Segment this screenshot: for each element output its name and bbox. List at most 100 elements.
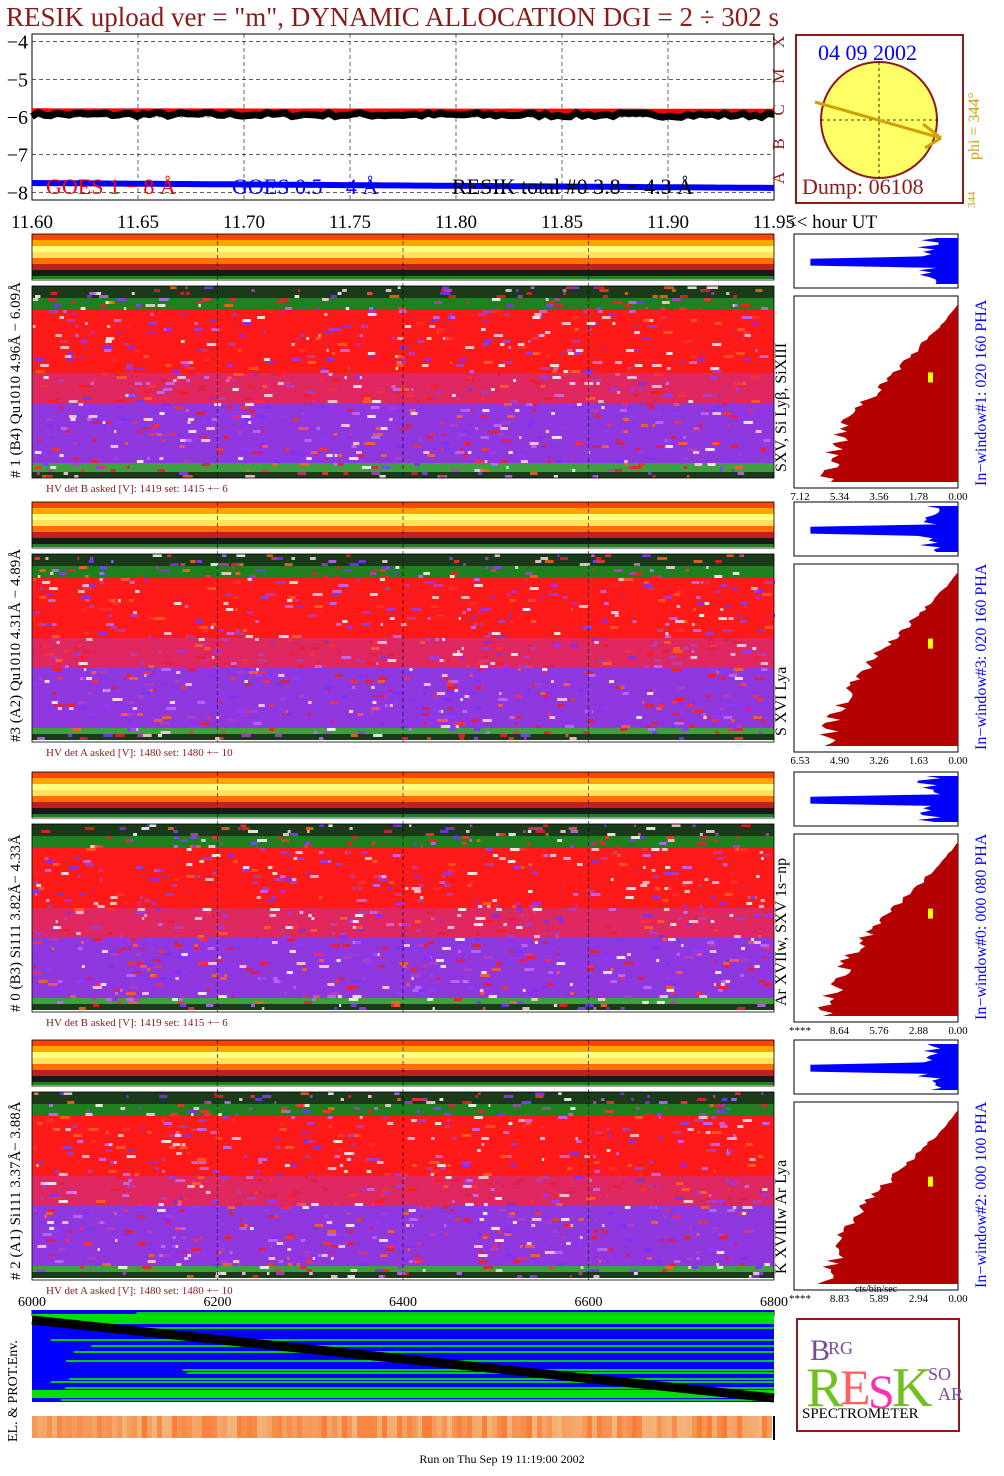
hist-xlabel: cts/bin/sec (855, 1284, 898, 1295)
spectrum-speckle (201, 644, 205, 647)
spectrum-speckle (224, 1101, 231, 1104)
spectrum-speckle (260, 962, 268, 965)
spectrum-speckle (190, 833, 199, 836)
spectrum-speckle (300, 463, 310, 466)
spectrum-speckle (333, 433, 338, 436)
spectrum-speckle (255, 569, 266, 572)
spectrum-speckle (373, 884, 380, 887)
spectrum-row (32, 811, 774, 814)
spectrum-speckle (351, 686, 356, 689)
env-strip-cell (247, 1416, 252, 1438)
spectrum-speckle (97, 1248, 100, 1251)
spectrum-speckle (212, 914, 215, 917)
spectrum-speckle (532, 908, 542, 911)
spectrum-speckle (221, 1272, 227, 1275)
spectrum-speckle (587, 725, 591, 728)
spectrum-speckle (122, 1194, 129, 1197)
spectrum-speckle (120, 418, 129, 421)
spectrum-speckle (688, 1158, 698, 1161)
spectrum-speckle (48, 983, 58, 986)
spectrum-speckle (285, 605, 294, 608)
spectrum-speckle (615, 439, 621, 442)
spectrum-speckle (305, 1176, 308, 1179)
spectrum-speckle (553, 367, 559, 370)
spectrum-speckle (213, 1170, 219, 1173)
spectrum-speckle (151, 902, 156, 905)
spectrum-speckle (542, 941, 548, 944)
spectrum-speckle (430, 385, 439, 388)
spectrum-speckle (478, 1254, 488, 1257)
spectrum-speckle (491, 463, 498, 466)
spectrum-speckle (205, 878, 214, 881)
spectrum-speckle (624, 463, 628, 466)
spectrum-speckle (569, 1275, 572, 1278)
env-strip-cell (202, 1416, 207, 1438)
spectrum-speckle (362, 959, 371, 962)
spectrum-speckle (742, 650, 752, 653)
spectrum-speckle (220, 977, 227, 980)
spectrum-speckle (366, 1170, 372, 1173)
spectrum-speckle (674, 629, 685, 632)
spectrum-speckle (573, 893, 579, 896)
spectrum-speckle (455, 451, 465, 454)
spectrum-speckle (542, 668, 548, 671)
spectrum-speckle (78, 403, 84, 406)
spectrum-speckle (405, 346, 414, 349)
spectrum-speckle (554, 298, 560, 301)
spectrum-speckle (293, 677, 302, 680)
spectrum-speckle (544, 1251, 555, 1254)
spectrum-speckle (253, 430, 261, 433)
spectrum-speckle (80, 656, 86, 659)
spectrum-speckle (175, 1131, 180, 1134)
spectrum-speckle (586, 671, 594, 674)
spectrum-speckle (185, 373, 194, 376)
env-strip-cell (282, 1416, 287, 1438)
spectrum-speckle (680, 587, 684, 590)
spectrum-speckle (225, 593, 232, 596)
spectrum-speckle (87, 385, 92, 388)
spectrum-speckle (55, 881, 59, 884)
spectrum-speckle (522, 989, 526, 992)
env-strip-cell (582, 1416, 587, 1438)
spectrum-speckle (53, 704, 58, 707)
spectrum-speckle (262, 1167, 267, 1170)
spectrum-speckle (307, 713, 311, 716)
spectrum-speckle (364, 442, 372, 445)
spectrum-speckle (474, 578, 480, 581)
spectrum-speckle (158, 650, 162, 653)
spectrum-speckle (233, 581, 241, 584)
spectrum-speckle (443, 1224, 447, 1227)
spectrum-speckle (506, 304, 514, 307)
spectrum-speckle (42, 1185, 47, 1188)
spectrum-speckle (279, 851, 288, 854)
spectrum-speckle (33, 1209, 37, 1212)
spectrum-speckle (353, 1155, 362, 1158)
spectrum-speckle (639, 836, 644, 839)
spectrum-speckle (592, 860, 599, 863)
spectrum-speckle (152, 554, 162, 557)
spectrum-speckle (365, 857, 372, 860)
spectrum-speckle (518, 665, 529, 668)
spectrum-speckle (357, 593, 367, 596)
spectrum-speckle (322, 472, 328, 475)
spectrum-speckle (527, 689, 531, 692)
spectrum-row (32, 908, 774, 911)
spectrum-speckle (36, 1167, 43, 1170)
spectrum-speckle (560, 830, 566, 833)
spectrum-speckle (88, 1128, 99, 1131)
spectrum-speckle (763, 914, 773, 917)
spectrum-speckle (337, 463, 344, 466)
spectrum-speckle (537, 1176, 542, 1179)
spectrum-speckle (146, 1113, 155, 1116)
spectrum-speckle (448, 1215, 453, 1218)
spectrum-speckle (449, 575, 455, 578)
spectrum-speckle (724, 1233, 728, 1236)
spectrum-speckle (369, 307, 374, 310)
spectrum-speckle (106, 623, 114, 626)
spectrum-speckle (285, 926, 295, 929)
spectrum-speckle (48, 599, 56, 602)
spectrum-speckle (59, 316, 64, 319)
spectrum-speckle (546, 304, 553, 307)
spectrum-speckle (488, 1104, 491, 1107)
spectrum-speckle (606, 1101, 615, 1104)
